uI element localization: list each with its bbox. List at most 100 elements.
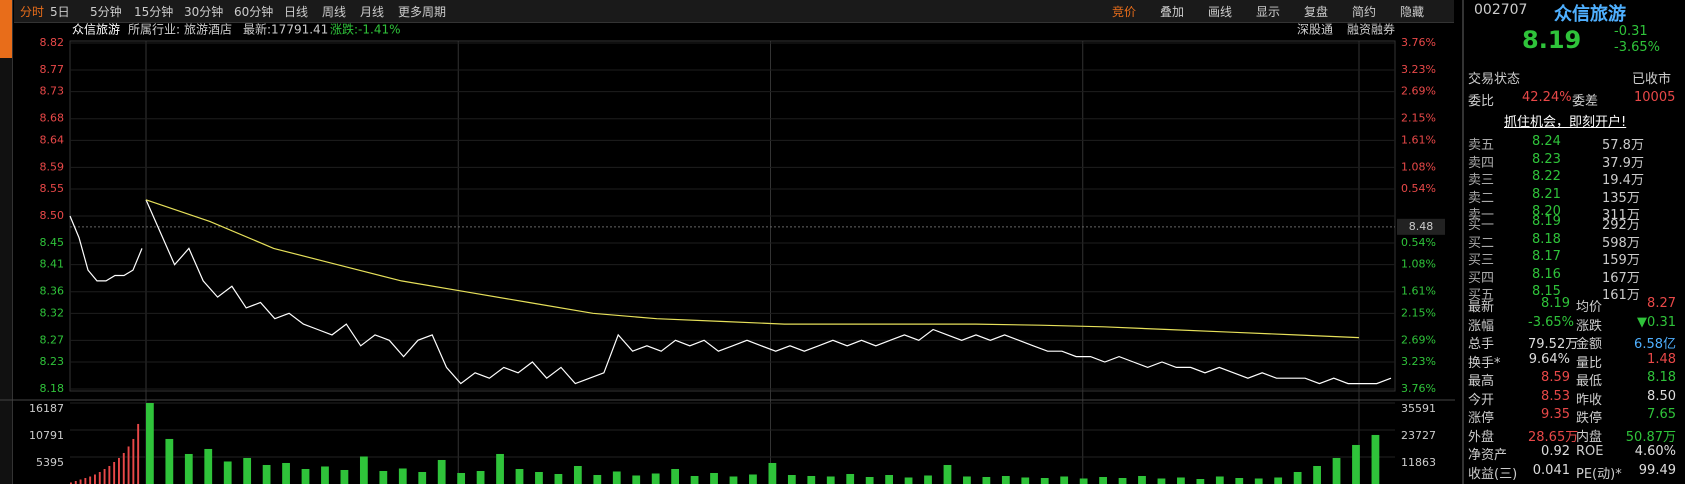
stat-label: 昨收	[1576, 392, 1603, 408]
book-size: 167万	[1602, 270, 1640, 286]
book-size: 161万	[1602, 288, 1640, 303]
volume-bar	[74, 480, 77, 484]
banner[interactable]: 抓住机会，即刻开户!	[1504, 115, 1627, 130]
stat-value: 99.49	[1638, 462, 1676, 478]
volume-bar	[301, 468, 310, 484]
book-label: 买一	[1468, 218, 1495, 233]
volume-bar	[476, 470, 485, 484]
stat-label: 涨跌	[1576, 318, 1603, 334]
volume-bar	[632, 475, 641, 484]
header-text: 最新:17791.41	[243, 22, 328, 37]
ratio: 42.24%	[1522, 90, 1572, 105]
side-active	[0, 0, 12, 58]
pct-label: 1.61%	[1401, 285, 1436, 298]
pct-label: 3.23%	[1401, 355, 1436, 368]
volume-tick-right: 11863	[1401, 456, 1436, 469]
stat-value: 9.64%	[1528, 351, 1570, 367]
header-text: 涨跌:-1.41%	[330, 22, 401, 37]
tab[interactable]: 15分钟	[134, 5, 174, 19]
tool[interactable]: 竞价	[1112, 5, 1137, 19]
stat-value: 8.18	[1647, 370, 1676, 385]
volume-bar	[1079, 478, 1088, 484]
book-size: 135万	[1602, 190, 1640, 206]
stat-value: 4.60%	[1634, 444, 1676, 459]
volume-bar	[379, 470, 388, 484]
tab[interactable]: 30分钟	[184, 5, 224, 19]
volume-bar	[262, 464, 271, 484]
volume-bar	[515, 468, 524, 484]
volume-bar	[885, 474, 893, 484]
volume-bar	[1274, 477, 1283, 484]
y-tick-label: 8.59	[40, 160, 65, 173]
tool[interactable]: 复盘	[1304, 5, 1329, 19]
book-label: 买三	[1468, 253, 1495, 268]
pct-label: 3.76%	[1401, 382, 1436, 395]
book-price: 8.16	[1532, 266, 1561, 282]
tab[interactable]: 日线	[284, 5, 309, 19]
book-price: 8.19	[1532, 214, 1561, 229]
toolbar: 分时 5日 5分钟 15分钟 30分钟 60分钟 日线 周线 月线 更多周期 竞价 叠加 画线 显示 复盘 简…	[14, 0, 1454, 23]
book-price: 8.15	[1532, 284, 1561, 299]
volume-bar	[710, 472, 718, 484]
tool[interactable]: 隐藏	[1400, 5, 1425, 19]
volume-tick-right: 23727	[1401, 429, 1436, 442]
stat-label: 最高	[1468, 374, 1495, 389]
book-size: 57.8万	[1602, 138, 1644, 153]
header-text: 所属行业:	[128, 23, 180, 37]
volume-bar	[690, 475, 699, 484]
book-price: 8.23	[1532, 151, 1561, 167]
volume-bar	[1235, 477, 1244, 484]
volume-bar	[1293, 471, 1302, 484]
volume-bar	[321, 466, 329, 484]
volume-bar	[223, 461, 232, 484]
stat-label: 均价	[1576, 300, 1603, 315]
stat-value: 8.53	[1541, 388, 1570, 404]
volume-bar	[122, 452, 125, 484]
volume-bar	[359, 456, 368, 484]
stat-label: 换手*	[1468, 355, 1501, 371]
tool[interactable]: 叠加	[1160, 5, 1185, 19]
header-link: 融资融券	[1347, 22, 1395, 37]
tool[interactable]: 显示	[1256, 5, 1281, 19]
pct-label: 1.61%	[1401, 133, 1436, 146]
stat-label: PE(动)*	[1576, 466, 1622, 482]
tab[interactable]: 周线	[322, 5, 347, 19]
tab[interactable]: 分时	[20, 5, 45, 19]
line-avg	[145, 199, 1360, 339]
volume-bar	[108, 465, 111, 484]
tab[interactable]: 更多周期	[398, 5, 447, 19]
volume-bar	[651, 473, 660, 484]
book-price: 8.24	[1532, 134, 1561, 149]
stat-value: 1.48	[1647, 351, 1676, 367]
book-label: 卖四	[1468, 155, 1495, 171]
pct-label: 3.76%	[1401, 36, 1436, 49]
tab[interactable]: 5日	[50, 5, 70, 19]
volume-bar	[554, 473, 563, 484]
volume-bar	[340, 469, 349, 484]
status: 已收市	[1632, 72, 1672, 87]
tool[interactable]: 画线	[1208, 5, 1233, 19]
volume-bar	[1157, 478, 1166, 484]
volume-bar	[1040, 477, 1049, 484]
book-size: 598万	[1602, 235, 1640, 251]
volume-bar	[573, 465, 582, 484]
quote-panel: 002707 众信旅游 8.19 -0.31 -3.65% 交易状态 已收市 委比 42.24%…	[1462, 0, 1685, 484]
volume-bar	[127, 446, 130, 484]
stat-value: ▼0.31	[1637, 314, 1676, 330]
header-text: 众信旅游	[72, 23, 120, 37]
book-price: 8.17	[1532, 249, 1561, 264]
volume-bar	[89, 476, 92, 484]
status-label: 交易状态	[1468, 72, 1521, 87]
tool[interactable]: 简约	[1352, 5, 1377, 19]
tab[interactable]: 5分钟	[90, 5, 122, 19]
stat-value: 0.041	[1532, 462, 1570, 478]
book-price: 8.21	[1532, 186, 1561, 202]
volume-bar	[729, 476, 738, 484]
volume-bar	[1001, 475, 1010, 484]
ratio: 10005	[1634, 90, 1676, 105]
stat-value: 8.50	[1647, 388, 1676, 404]
tab[interactable]: 60分钟	[234, 5, 274, 19]
tab[interactable]: 月线	[360, 5, 385, 19]
stat-label: 最新	[1468, 300, 1495, 315]
volume-bar	[535, 471, 543, 484]
